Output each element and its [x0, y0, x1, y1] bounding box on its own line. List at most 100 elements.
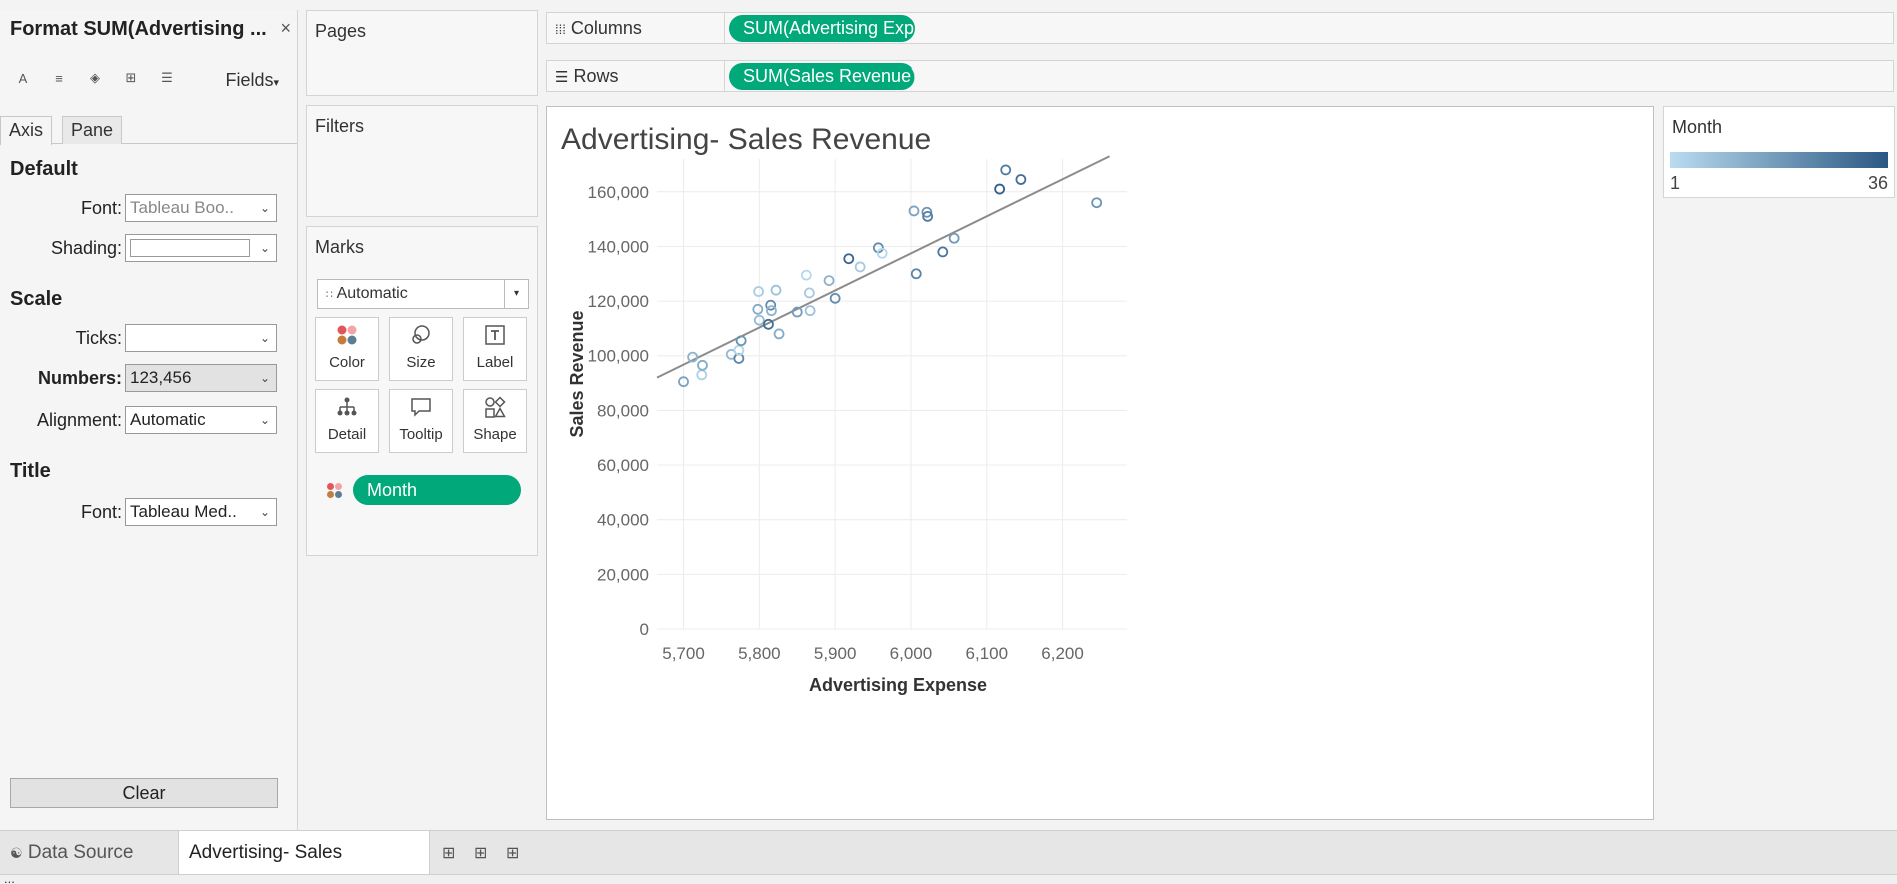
mark-type-value: Automatic [336, 285, 408, 302]
color-button[interactable]: Color [315, 317, 379, 381]
default-font-select[interactable]: Tableau Boo.. ⌄ [125, 194, 277, 222]
data-point[interactable] [763, 318, 774, 330]
size-button[interactable]: Size [389, 317, 453, 381]
color-legend[interactable]: Month 1 36 [1663, 106, 1895, 198]
detail-button[interactable]: Detail [315, 389, 379, 453]
data-point[interactable] [753, 314, 765, 326]
label-icon [464, 324, 526, 354]
data-point[interactable] [921, 206, 933, 218]
month-pill[interactable]: Month [353, 475, 521, 505]
legend-min: 1 [1670, 173, 1681, 193]
sheet-tab[interactable]: Advertising- Sales Revenue [178, 831, 430, 875]
pages-shelf[interactable]: Pages [306, 10, 538, 96]
rows-pill[interactable]: SUM(Sales Revenue) [729, 63, 915, 90]
chevron-down-icon: ⌄ [259, 413, 270, 427]
data-point[interactable] [697, 359, 708, 371]
scale-numbers-row: Numbers: 123,456 ⌄ [0, 364, 290, 392]
clear-button[interactable]: Clear [10, 778, 278, 808]
data-point[interactable] [765, 299, 777, 311]
data-point[interactable] [922, 210, 934, 222]
data-point[interactable] [876, 247, 888, 259]
label-button[interactable]: Label [463, 317, 527, 381]
scale-numbers-label: Numbers: [37, 368, 122, 388]
lines-icon[interactable]: ☰ [161, 70, 173, 85]
trend-line[interactable] [656, 155, 1111, 379]
x-tick-label: 6,100 [965, 644, 1008, 663]
y-tick-label: 20,000 [597, 565, 649, 584]
scale-ticks-label: Ticks: [75, 328, 122, 348]
data-point[interactable] [678, 376, 689, 388]
data-point[interactable] [800, 269, 812, 281]
borders-icon[interactable]: ⊞ [125, 70, 137, 85]
fields-label: Fields [225, 70, 274, 90]
new-worksheet-icon[interactable]: ⊞ [442, 845, 456, 862]
x-tick-label: 5,800 [738, 644, 781, 663]
scale-alignment-select[interactable]: Automatic ⌄ [125, 406, 277, 434]
font-icon[interactable]: A [18, 70, 28, 86]
data-source-tab[interactable]: ☯ Data Source [0, 831, 143, 875]
scale-numbers-select[interactable]: 123,456 ⌄ [125, 364, 277, 392]
align-icon[interactable]: ≡ [55, 70, 63, 86]
data-point[interactable] [791, 306, 803, 318]
data-point[interactable] [803, 287, 815, 299]
scale-ticks-select[interactable]: ⌄ [125, 324, 277, 352]
fields-dropdown[interactable]: Fields▾ [225, 70, 279, 91]
shading-icon[interactable]: ◈ [90, 70, 100, 85]
default-font-row: Font: Tableau Boo.. ⌄ [0, 194, 290, 222]
tab-axis[interactable]: Axis [0, 116, 53, 145]
chevron-down-icon: ⌄ [259, 201, 270, 215]
chevron-down-icon: ⌄ [259, 505, 270, 519]
filters-shelf[interactable]: Filters [306, 105, 538, 217]
label-label: Label [476, 354, 514, 371]
format-pane-title: Format SUM(Advertising ... [10, 18, 267, 40]
tooltip-icon [390, 396, 452, 426]
data-point[interactable] [910, 268, 922, 280]
tab-pane[interactable]: Pane [62, 116, 123, 144]
database-icon: ☯ [10, 845, 23, 861]
title-font-select[interactable]: Tableau Med.. ⌄ [125, 498, 277, 526]
columns-pill[interactable]: SUM(Advertising Exp.. [729, 15, 915, 42]
points-layer [678, 164, 1103, 388]
data-point[interactable] [994, 183, 1006, 195]
data-point[interactable] [687, 351, 699, 363]
y-tick-label: 40,000 [597, 511, 649, 530]
y-tick-label: 0 [640, 620, 649, 639]
data-point[interactable] [937, 246, 949, 258]
data-point[interactable] [733, 344, 745, 356]
size-icon [390, 324, 452, 354]
rows-shelf: ☰ Rows SUM(Sales Revenue) [546, 60, 1894, 92]
mark-type-dropdown[interactable]: ∷ Automatic ▾ [317, 279, 529, 309]
data-point[interactable] [1015, 174, 1027, 185]
data-point[interactable] [843, 253, 855, 265]
close-icon[interactable]: × [280, 18, 291, 38]
title-font-label: Font: [80, 502, 122, 522]
y-tick-label: 140,000 [588, 237, 649, 256]
shape-button[interactable]: Shape [463, 389, 527, 453]
y-tick-label: 160,000 [588, 183, 649, 202]
data-point[interactable] [753, 286, 764, 297]
data-point[interactable] [735, 335, 747, 347]
tooltip-button[interactable]: Tooltip [389, 389, 453, 453]
data-point[interactable] [804, 305, 816, 317]
data-point[interactable] [854, 261, 866, 273]
new-story-icon[interactable]: ⊞ [506, 845, 520, 862]
data-point[interactable] [829, 292, 841, 304]
data-point[interactable] [1091, 197, 1103, 209]
data-point[interactable] [766, 305, 777, 317]
scatter-plot[interactable]: 5,700 5,800 5,900 6,000 6,100 6,200 0 20,000 40,… [547, 107, 1655, 821]
default-shading-select[interactable]: ⌄ [125, 234, 277, 262]
data-point[interactable] [908, 205, 920, 217]
data-point[interactable] [948, 232, 960, 244]
title-font-row: Font: Tableau Med.. ⌄ [0, 498, 290, 526]
data-point[interactable] [752, 303, 764, 315]
new-dashboard-icon[interactable]: ⊞ [474, 845, 488, 862]
data-point[interactable] [823, 275, 835, 286]
color-encoding-icon [327, 483, 343, 499]
data-point[interactable] [773, 328, 785, 340]
scale-numbers-value: 123,456 [130, 368, 192, 387]
data-point[interactable] [1000, 164, 1012, 176]
data-point[interactable] [696, 369, 708, 381]
data-point[interactable] [770, 284, 782, 296]
x-axis-title: Advertising Expense [809, 675, 987, 695]
chart-title: Advertising- Sales Revenue [561, 123, 932, 156]
